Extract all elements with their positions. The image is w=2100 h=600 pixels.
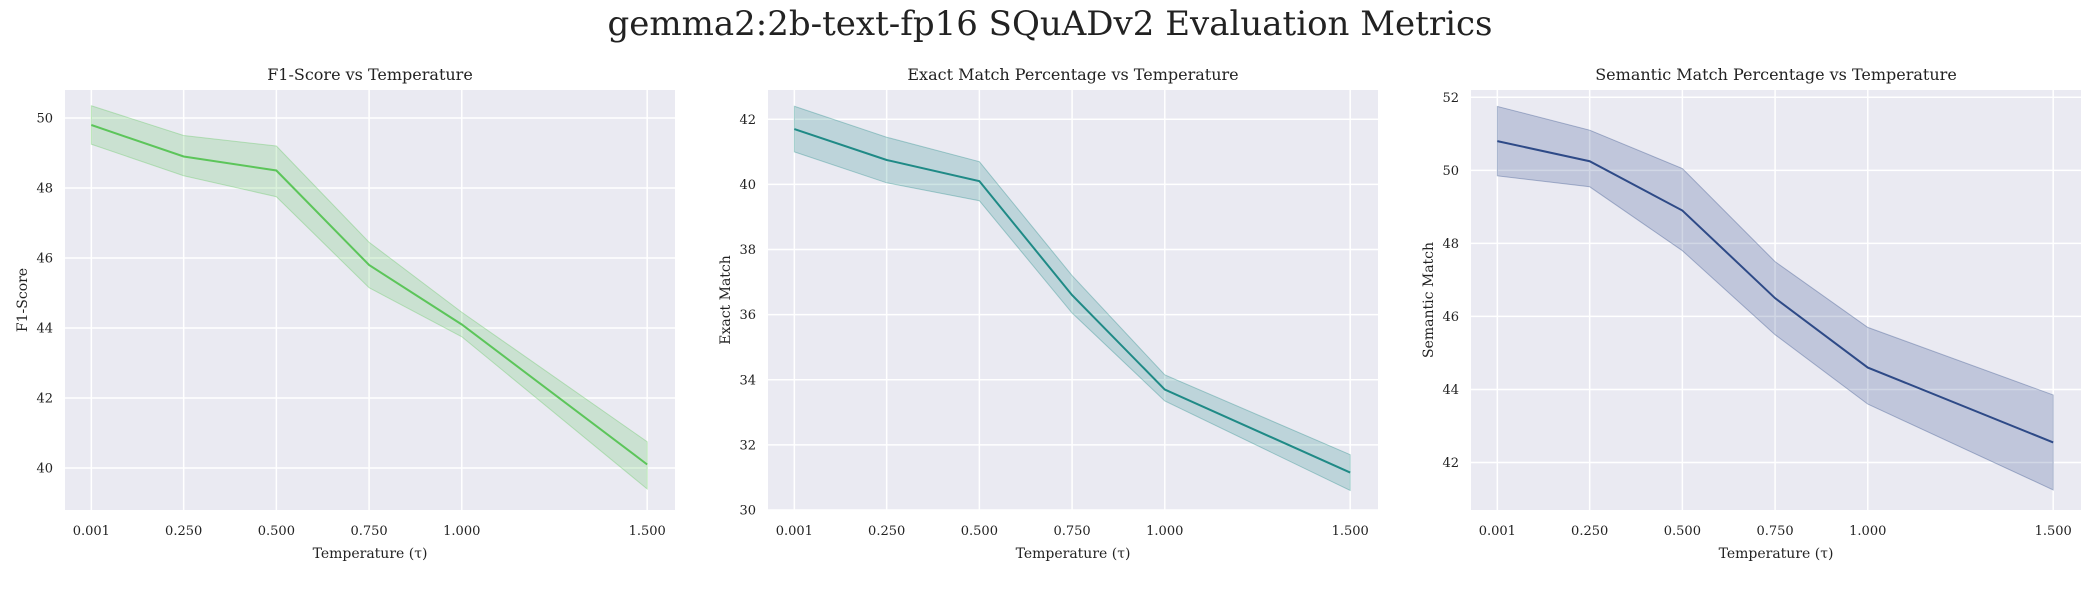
chart-title: Semantic Match Percentage vs Temperature (1595, 65, 1957, 84)
y-tick-label: 44 (36, 322, 53, 337)
series-line (91, 124, 648, 466)
y-tick-label: 42 (1442, 456, 1459, 471)
y-axis-label: Semantic Match (1421, 242, 1437, 358)
x-tick-label: 0.500 (1664, 524, 1701, 539)
chart-title: Exact Match Percentage vs Temperature (907, 65, 1238, 84)
plot-area (65, 90, 675, 510)
x-tick-label: 0.250 (165, 524, 202, 539)
y-tick-label: 32 (739, 438, 756, 453)
y-tick-label: 50 (1442, 164, 1459, 179)
y-tick-label: 52 (1442, 91, 1459, 106)
y-tick-label: 46 (36, 252, 53, 267)
y-tick-label: 38 (739, 243, 756, 258)
y-tick-label: 30 (739, 504, 756, 519)
x-tick-label: 0.001 (776, 524, 813, 539)
x-tick-label: 0.500 (961, 524, 998, 539)
y-tick-label: 48 (1442, 237, 1459, 252)
series-line (1497, 140, 2054, 444)
x-tick-label: 1.500 (2035, 524, 2072, 539)
x-tick-label: 0.750 (350, 524, 387, 539)
y-tick-label: 46 (1442, 310, 1459, 325)
x-tick-label: 0.750 (1756, 524, 1793, 539)
chart-panel-3: 0.001 0.250 0.500 0.750 1.000 1.500 42 44 46 48 50… (1421, 65, 2081, 562)
x-tick-label: 1.000 (443, 524, 480, 539)
series-line (794, 128, 1351, 474)
y-tick-label: 40 (36, 462, 53, 477)
x-tick-label: 1.000 (1849, 524, 1886, 539)
chart-title: F1-Score vs Temperature (267, 65, 473, 84)
y-tick-label: 44 (1442, 383, 1459, 398)
y-tick-label: 50 (36, 112, 53, 127)
x-tick-label: 1.000 (1146, 524, 1183, 539)
x-tick-label: 0.750 (1053, 524, 1090, 539)
y-tick-label: 48 (36, 182, 53, 197)
x-axis-label: Temperature (τ) (1719, 546, 1834, 562)
confidence-band (793, 105, 1351, 492)
y-axis-label: F1-Score (15, 268, 31, 332)
y-tick-label: 42 (739, 113, 756, 128)
x-tick-label: 0.001 (73, 524, 110, 539)
x-axis-label: Temperature (τ) (313, 546, 428, 562)
x-tick-label: 0.250 (1571, 524, 1608, 539)
x-tick-label: 0.001 (1479, 524, 1516, 539)
x-tick-label: 0.250 (868, 524, 905, 539)
x-tick-label: 1.500 (1332, 524, 1369, 539)
figure-title: gemma2:2b-text-fp16 SQuADv2 Evaluation M… (607, 4, 1493, 44)
chart-panel-2: 0.001 0.250 0.500 0.750 1.000 1.500 30 32 34 36 38… (718, 65, 1378, 562)
y-tick-label: 34 (739, 373, 756, 388)
y-tick-label: 36 (739, 308, 756, 323)
y-tick-label: 42 (36, 392, 53, 407)
x-tick-label: 0.500 (258, 524, 295, 539)
x-tick-label: 1.500 (629, 524, 666, 539)
y-tick-label: 40 (739, 178, 756, 193)
chart-panel-1: 0.001 0.250 0.500 0.750 1.000 1.500 40 42 44 46 48… (15, 65, 675, 562)
x-axis-label: Temperature (τ) (1016, 546, 1131, 562)
y-axis-label: Exact Match (718, 255, 734, 345)
